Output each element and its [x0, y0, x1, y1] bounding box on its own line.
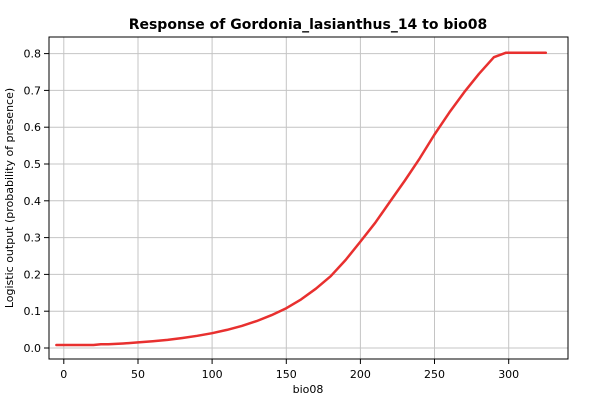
y-tick-label: 0.3 [24, 232, 42, 245]
y-axis-label: Logistic output (probability of presence… [3, 88, 16, 308]
x-tick-label: 50 [131, 368, 145, 381]
y-tick-label: 0.4 [24, 195, 42, 208]
y-axis: 0.0 0.1 0.2 0.3 0.4 0.5 0.6 0.7 0.8 [24, 48, 49, 355]
y-tick-label: 0.7 [24, 84, 42, 97]
plot-area [48, 36, 569, 360]
y-tick-label: 0.6 [24, 121, 42, 134]
y-tick-label: 0.0 [24, 342, 42, 355]
x-tick-label: 150 [276, 368, 297, 381]
series-layer [55, 51, 548, 347]
chart-title: Response of Gordonia_lasianthus_14 to bi… [129, 17, 488, 33]
x-tick-label: 250 [424, 368, 445, 381]
x-tick-label: 300 [498, 368, 519, 381]
x-axis-label: bio08 [293, 383, 324, 396]
y-tick-label: 0.2 [24, 268, 42, 281]
x-tick-label: 0 [60, 368, 67, 381]
x-axis: 0 50 100 150 200 250 300 [60, 359, 519, 381]
y-tick-label: 0.5 [24, 158, 42, 171]
y-tick-label: 0.1 [24, 305, 42, 318]
x-tick-label: 200 [350, 368, 371, 381]
series-line-0 [55, 51, 548, 347]
y-tick-label: 0.8 [24, 48, 42, 61]
x-tick-label: 100 [202, 368, 223, 381]
gridlines [49, 37, 568, 359]
